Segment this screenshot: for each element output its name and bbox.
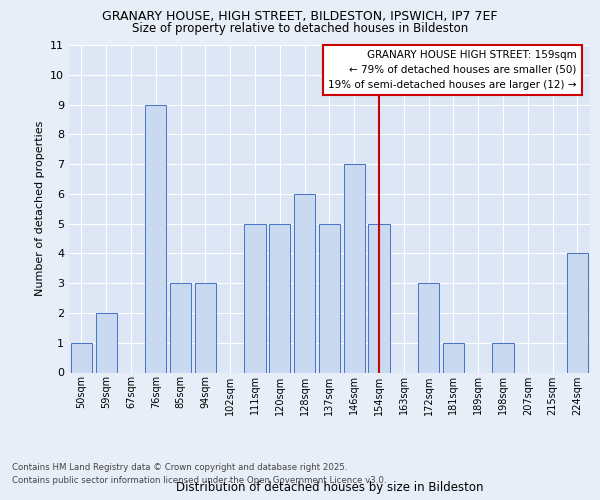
Bar [170,283,191,372]
Bar [344,164,365,372]
Bar [443,342,464,372]
Text: GRANARY HOUSE, HIGH STREET, BILDESTON, IPSWICH, IP7 7EF: GRANARY HOUSE, HIGH STREET, BILDESTON, I… [102,10,498,23]
Text: Contains public sector information licensed under the Open Government Licence v3: Contains public sector information licen… [12,476,386,485]
X-axis label: Distribution of detached houses by size in Bildeston: Distribution of detached houses by size … [176,482,483,494]
Bar [95,313,117,372]
Y-axis label: Number of detached properties: Number of detached properties [35,121,44,296]
Text: Size of property relative to detached houses in Bildeston: Size of property relative to detached ho… [132,22,468,35]
Bar [145,104,166,372]
Bar [493,342,514,372]
Bar [319,224,340,372]
Bar [294,194,315,372]
Bar [368,224,389,372]
Text: GRANARY HOUSE HIGH STREET: 159sqm
← 79% of detached houses are smaller (50)
19% : GRANARY HOUSE HIGH STREET: 159sqm ← 79% … [328,50,577,90]
Text: Contains HM Land Registry data © Crown copyright and database right 2025.: Contains HM Land Registry data © Crown c… [12,464,347,472]
Bar [567,254,588,372]
Bar [195,283,216,372]
Bar [269,224,290,372]
Bar [418,283,439,372]
Bar [244,224,266,372]
Bar [71,342,92,372]
